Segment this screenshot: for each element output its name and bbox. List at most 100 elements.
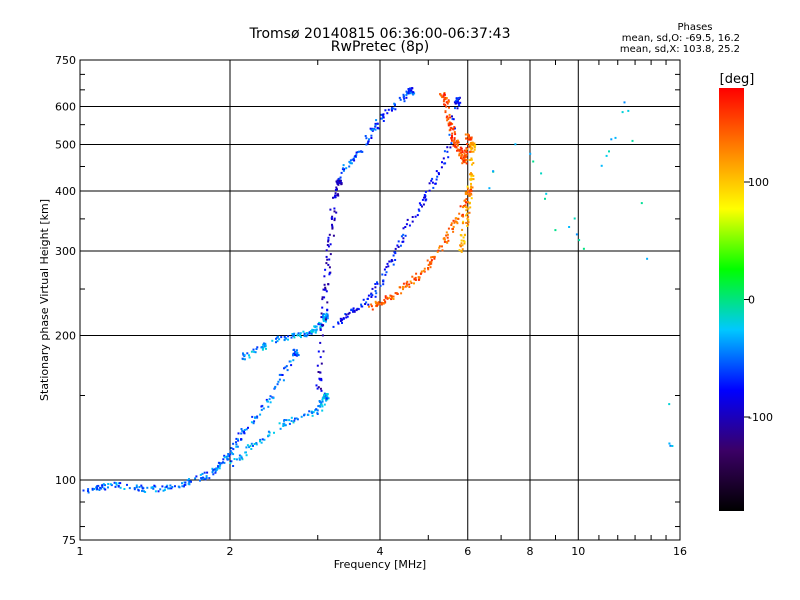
data-point [346,315,349,318]
data-point [317,386,320,389]
data-point [168,487,171,490]
data-point [293,349,296,351]
data-point [255,443,258,446]
data-point [261,346,264,348]
data-point [253,443,256,445]
data-point [440,94,443,97]
data-point [452,139,455,142]
data-point [303,335,306,338]
data-point [554,229,557,232]
data-point [429,263,432,265]
data-point [464,192,467,195]
data-point [459,101,462,104]
data-point [465,149,468,152]
data-point [293,332,296,335]
data-point [318,404,321,407]
data-point [96,486,99,488]
data-point [360,303,363,306]
data-point [367,294,370,297]
data-point [303,414,305,417]
data-point [407,91,410,94]
data-point [396,244,399,247]
data-point [328,266,331,269]
data-point [200,477,203,480]
data-point [218,464,221,467]
data-point [461,248,464,251]
data-point [325,262,328,265]
data-point [393,102,396,105]
data-point [461,213,464,216]
data-point [314,325,317,328]
data-point [394,251,396,254]
data-point [456,222,459,225]
data-point [424,196,427,199]
data-point [278,373,281,376]
data-point [324,268,327,271]
data-point [282,425,285,427]
data-point [621,111,624,114]
data-point [399,244,402,247]
data-point [406,280,409,283]
data-point [341,322,343,324]
data-point [449,123,452,126]
data-point [463,242,466,245]
data-point [263,345,266,348]
data-point [356,151,359,153]
data-point [326,393,329,396]
data-point [255,442,258,444]
data-point [342,167,345,170]
data-point [417,208,420,211]
data-point [316,409,319,412]
data-point [443,93,446,95]
data-point [454,127,456,130]
data-point [463,199,466,202]
data-point [454,102,457,105]
data-point [310,331,313,333]
data-point [439,93,442,96]
data-point [470,178,473,181]
data-point [471,186,474,189]
data-point [462,205,465,207]
data-point [457,148,460,151]
data-point [265,398,268,401]
data-point [460,151,462,154]
data-point [323,403,326,406]
data-point [142,490,145,493]
data-point [414,276,417,279]
data-point [465,201,468,204]
data-point [119,486,122,489]
data-point [376,302,379,305]
data-point [267,434,270,437]
data-point [461,151,464,154]
data-point [269,395,272,398]
data-point [470,172,472,175]
data-point [295,352,298,355]
data-point [417,276,420,279]
data-point [451,132,454,135]
data-point [370,129,373,131]
data-point [232,453,235,456]
data-point [377,301,380,304]
data-point [336,183,339,185]
data-point [320,402,323,405]
data-point [441,249,444,252]
data-point [245,451,247,454]
data-point [453,221,456,224]
data-point [375,119,378,122]
data-point [238,457,241,460]
data-point [254,351,257,354]
data-point [293,419,296,422]
data-point [441,245,443,248]
data-point [394,292,397,295]
data-point [448,113,451,116]
data-point [326,315,329,318]
data-point [315,325,318,328]
data-point [397,240,400,243]
data-point [425,198,428,201]
data-point [376,122,379,125]
data-point [337,322,340,325]
data-point [321,405,324,408]
data-point [470,190,473,193]
data-point [323,283,326,286]
data-point [292,359,295,362]
